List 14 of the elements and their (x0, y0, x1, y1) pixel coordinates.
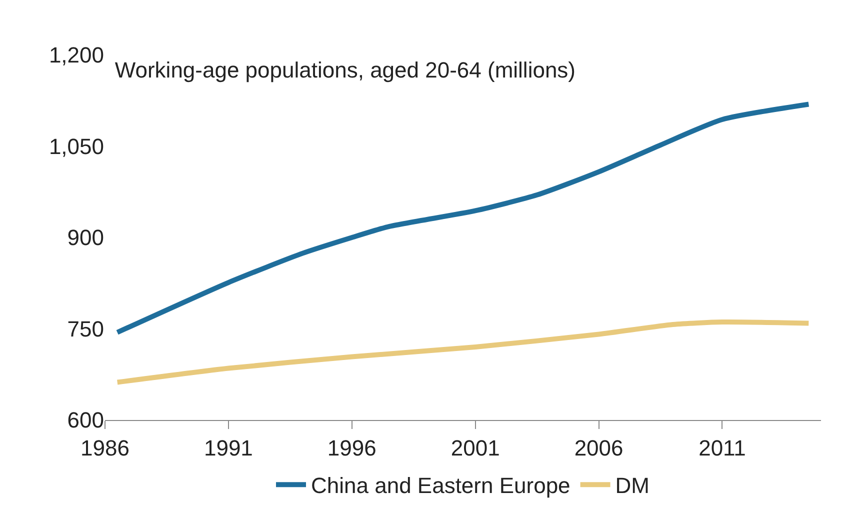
x-tick-label: 2011 (698, 435, 746, 460)
y-tick-label: 900 (67, 225, 104, 250)
x-tick-label: 2006 (574, 435, 624, 460)
legend-label: China and Eastern Europe (311, 473, 570, 498)
y-tick-label: 1,200 (48, 42, 104, 68)
y-tick-label: 1,050 (48, 134, 104, 159)
y-tick-label: 600 (67, 408, 104, 433)
x-tick-label: 1996 (327, 435, 376, 460)
x-tick-label: 1986 (80, 435, 130, 460)
x-tick-label: 1991 (204, 435, 253, 460)
legend-label: DM (615, 473, 650, 498)
y-tick-label: 750 (67, 316, 104, 342)
x-tick-label: 2001 (450, 435, 500, 460)
chart-title: Working-age populations, aged 20-64 (millions) (114, 58, 576, 83)
